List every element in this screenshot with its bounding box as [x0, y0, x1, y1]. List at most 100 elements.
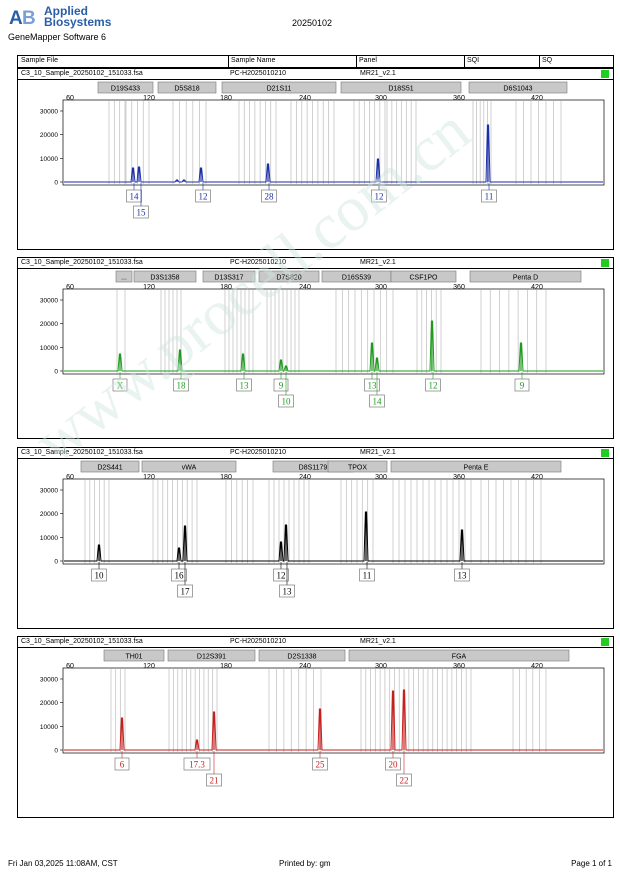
printed-by: Printed by: gm [279, 859, 331, 868]
x-tick-label: 240 [299, 95, 311, 102]
marker-bar[interactable]: D13S317 [202, 270, 256, 283]
sample-row: C3_10_Sample_20250102_151033.fsa PC-H2025… [18, 69, 613, 80]
allele-call[interactable]: 11 [359, 562, 375, 582]
sample-name: PC-H2025010210 [230, 70, 287, 77]
allele-call[interactable]: 18 [173, 372, 189, 392]
y-tick-label: 20000 [40, 511, 58, 518]
marker-bar[interactable]: D5S818 [157, 81, 217, 94]
x-tick-label: 120 [143, 284, 155, 291]
marker-label: CSF1PO [409, 275, 438, 282]
allele-call[interactable]: 16 [171, 562, 187, 582]
x-tick-label: 420 [531, 284, 543, 291]
marker-bar[interactable]: D16S539 [321, 270, 392, 283]
y-tick-label: 10000 [40, 156, 58, 163]
electropherogram-panel-green: C3_10_Sample_20250102_151033.fsa PC-H2025… [17, 257, 614, 439]
col-sample-file: Sample File [21, 57, 58, 64]
allele-call[interactable]: 12 [425, 372, 441, 392]
sq-status-badge [601, 449, 609, 457]
allele-call[interactable]: 22 [396, 751, 412, 787]
allele-call[interactable]: 25 [312, 751, 328, 771]
x-tick-label: 420 [531, 663, 543, 670]
allele-label: 13 [368, 381, 378, 391]
allele-label: 10 [95, 571, 105, 581]
panel-name: MR21_v2.1 [360, 638, 396, 645]
panel-name: MR21_v2.1 [360, 70, 396, 77]
allele-label: 12 [199, 192, 208, 202]
marker-bar[interactable]: Penta D [469, 270, 582, 283]
allele-call[interactable]: 13 [454, 562, 470, 582]
marker-bar[interactable]: CSF1PO [390, 270, 457, 283]
allele-call[interactable]: 13 [279, 562, 295, 598]
allele-label: 13 [240, 381, 250, 391]
y-tick-label: 10000 [40, 724, 58, 731]
trace-line [64, 689, 603, 751]
y-tick-label: 20000 [40, 132, 58, 139]
allele-call[interactable]: 9 [273, 372, 289, 392]
marker-bar[interactable]: D6S1043 [468, 81, 568, 94]
marker-bar[interactable]: D3S1358 [133, 270, 197, 283]
marker-bar[interactable]: TPOX [327, 460, 388, 473]
electropherogram-panel-blue: C3_10_Sample_20250102_151033.fsa PC-H2025… [17, 68, 614, 250]
marker-bar[interactable]: FGA [348, 649, 570, 662]
x-tick-label: 180 [220, 284, 232, 291]
marker-label: vWA [182, 465, 197, 472]
allele-label: 17 [181, 587, 191, 597]
electropherogram-chart: ... D3S1358 D13S317 D7S820 D16S539 CSF1PO Pent… [40, 270, 605, 408]
allele-call[interactable]: 9 [514, 372, 530, 392]
column-header-row: Sample File Sample Name Panel SQI SQ [17, 55, 614, 68]
allele-call[interactable]: 17.3 [183, 751, 211, 771]
allele-call[interactable]: 12 [273, 562, 289, 582]
marker-label: D21S11 [267, 86, 292, 93]
allele-call[interactable]: 14 [369, 372, 385, 408]
allele-call[interactable]: 21 [206, 751, 222, 787]
allele-call[interactable]: 15 [133, 183, 149, 219]
marker-bar[interactable]: TH01 [103, 649, 165, 662]
marker-label: TPOX [348, 465, 367, 472]
marker-label: D13S317 [214, 275, 243, 282]
y-tick-label: 20000 [40, 321, 58, 328]
x-tick-label: 300 [375, 663, 387, 670]
allele-label: 6 [120, 760, 125, 770]
marker-bar[interactable]: D7S820 [258, 270, 320, 283]
marker-bar[interactable]: D2S1338 [258, 649, 346, 662]
marker-bar[interactable]: D19S433 [97, 81, 154, 94]
allele-call[interactable]: 14 [126, 183, 142, 203]
allele-call[interactable]: 20 [385, 751, 401, 771]
allele-label: 13 [283, 587, 293, 597]
allele-label: 16 [175, 571, 185, 581]
allele-label: 21 [210, 776, 219, 786]
allele-bins [110, 669, 547, 752]
brand-line-2: Biosystems [44, 15, 112, 29]
x-tick-label: 360 [453, 95, 465, 102]
marker-bar[interactable]: D2S441 [80, 460, 140, 473]
marker-bar[interactable]: D21S11 [221, 81, 337, 94]
marker-bar[interactable]: D12S391 [167, 649, 256, 662]
allele-label: 28 [265, 192, 275, 202]
sq-status-badge [601, 638, 609, 646]
allele-call[interactable]: 13 [364, 372, 380, 392]
marker-bar[interactable]: vWA [141, 460, 237, 473]
allele-call[interactable]: 11 [481, 183, 497, 203]
y-tick-label: 30000 [40, 488, 58, 495]
x-tick-label: 300 [375, 284, 387, 291]
allele-call[interactable]: 10 [91, 562, 107, 582]
allele-bins [84, 480, 542, 563]
allele-call[interactable]: 12 [371, 183, 387, 203]
allele-call[interactable]: 12 [195, 183, 211, 203]
allele-call[interactable]: 10 [278, 372, 294, 408]
allele-call[interactable]: 28 [261, 183, 277, 203]
allele-call[interactable]: 6 [114, 751, 130, 771]
allele-call[interactable]: 17 [177, 562, 193, 598]
marker-bar[interactable]: Penta E [390, 460, 562, 473]
plot-area [62, 99, 605, 186]
x-tick-label: 240 [299, 474, 311, 481]
panel-name: MR21_v2.1 [360, 259, 396, 266]
allele-label: 13 [458, 571, 468, 581]
x-tick-label: 420 [531, 474, 543, 481]
allele-call[interactable]: X [112, 372, 128, 392]
sample-file: C3_10_Sample_20250102_151033.fsa [21, 638, 143, 645]
sample-row: C3_10_Sample_20250102_151033.fsa PC-H2025… [18, 258, 613, 269]
marker-bar[interactable]: D18S51 [340, 81, 462, 94]
marker-bar[interactable]: ... [115, 270, 133, 283]
allele-call[interactable]: 13 [236, 372, 252, 392]
